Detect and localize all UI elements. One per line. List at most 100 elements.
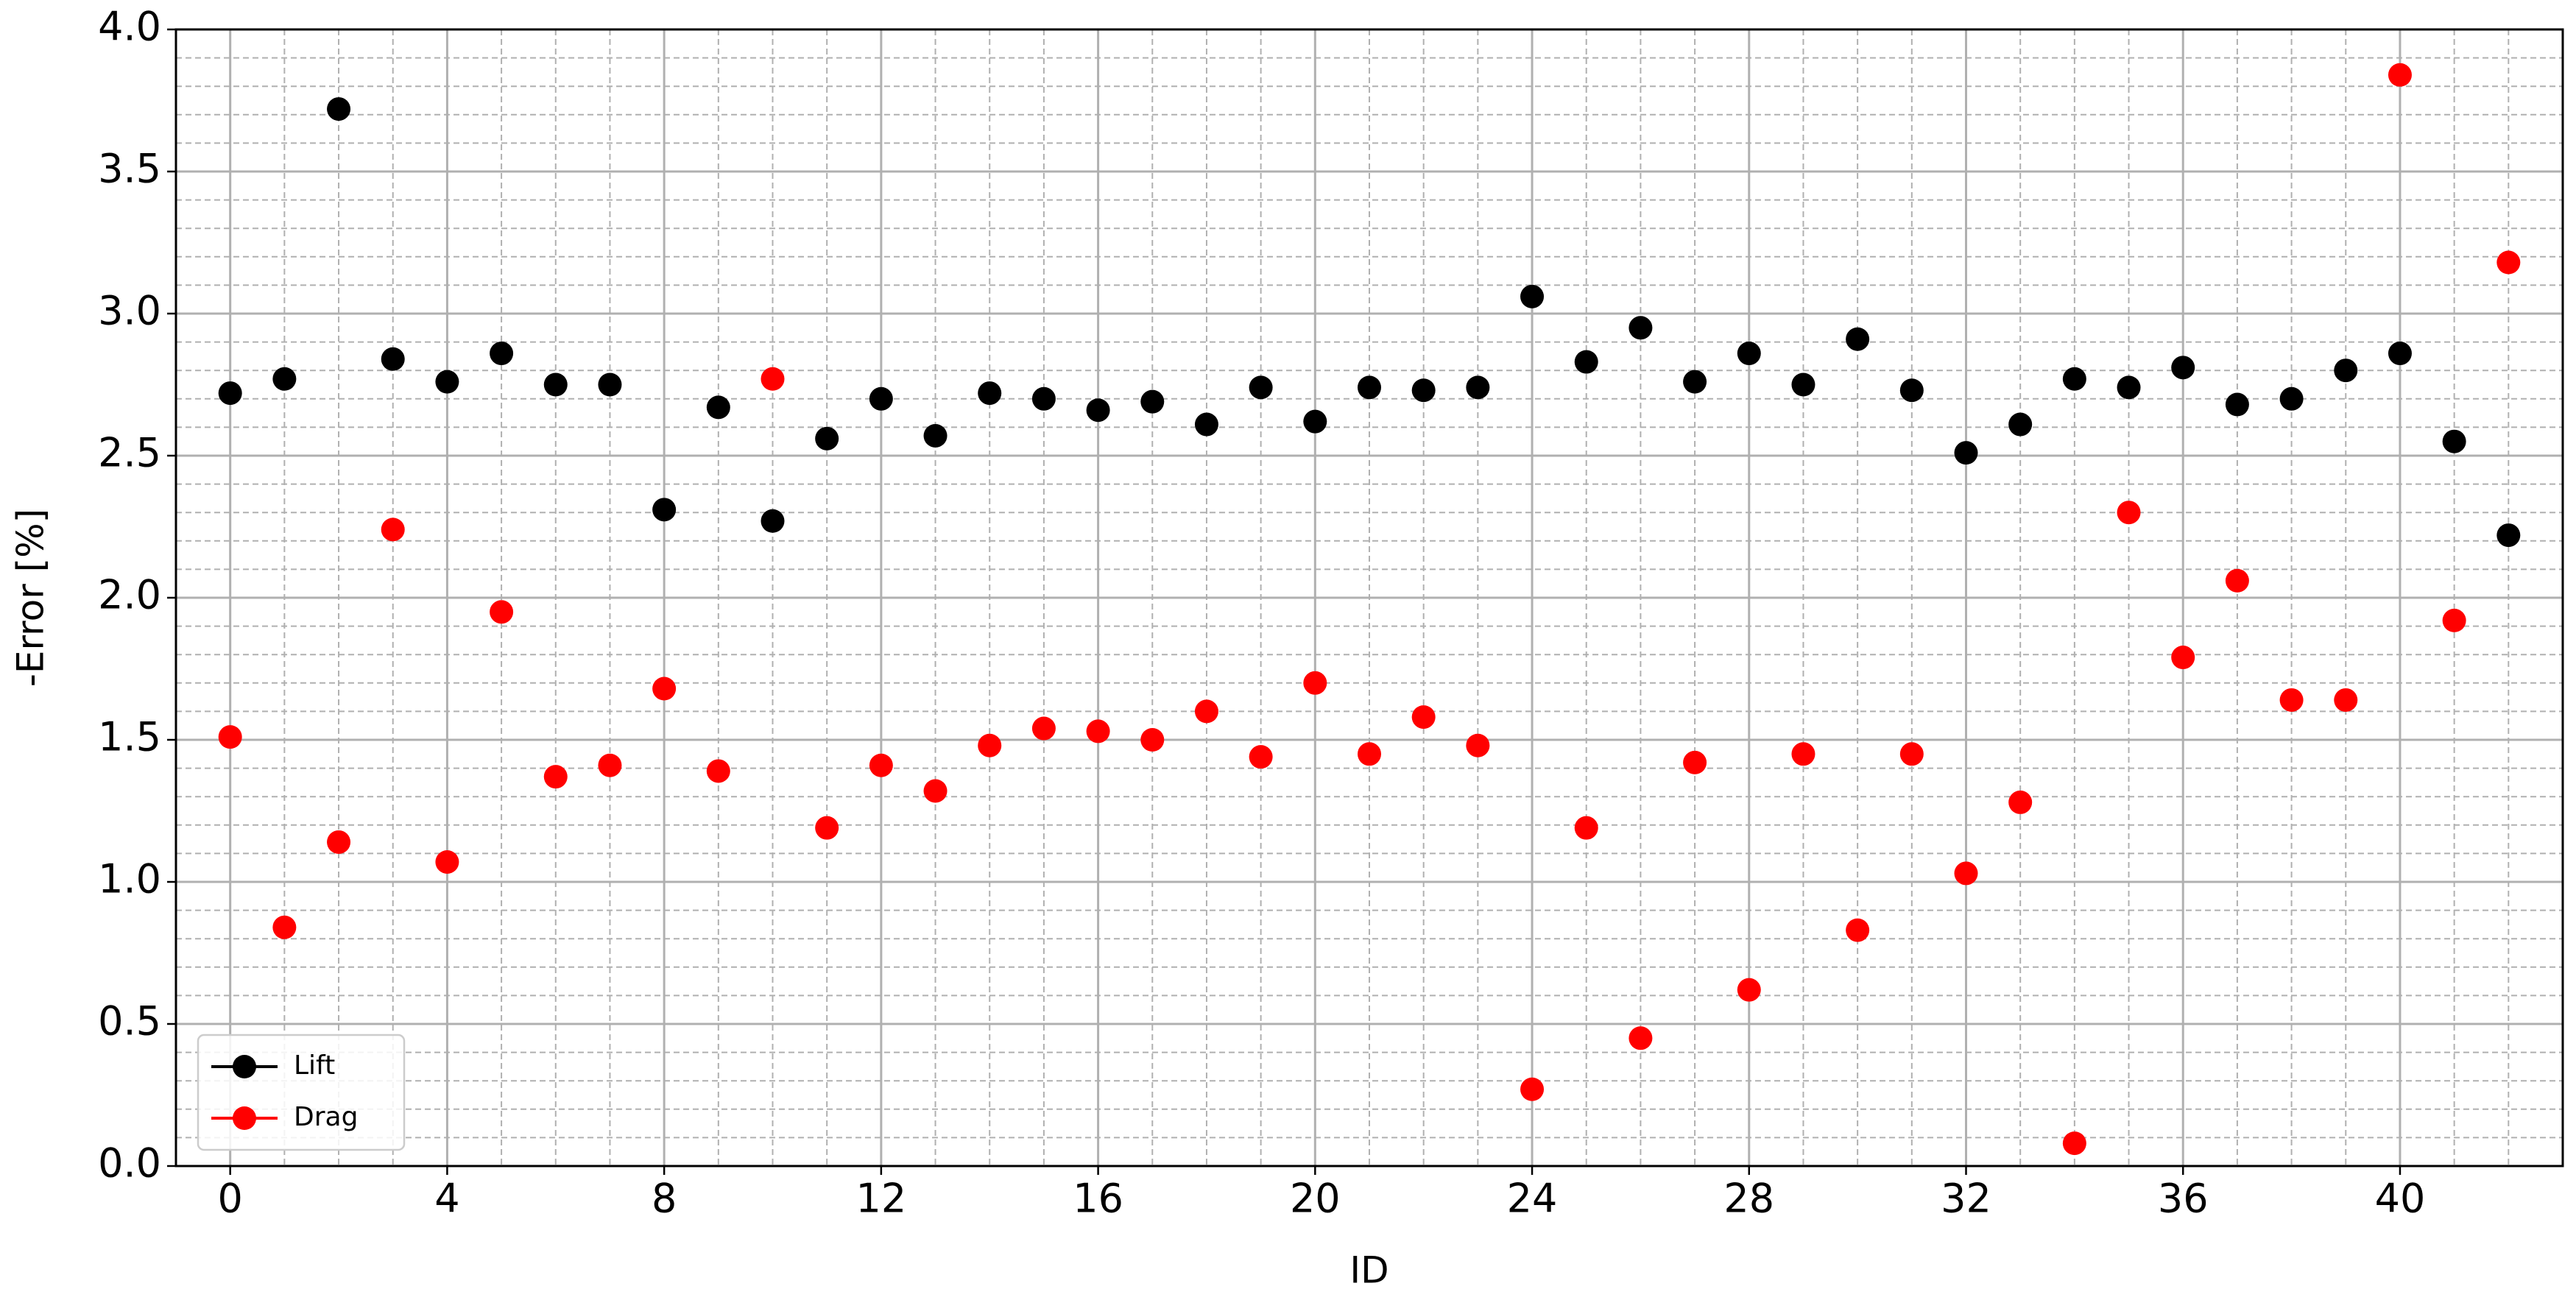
point: [543, 765, 568, 789]
point: [1466, 375, 1490, 400]
point: [2388, 342, 2412, 366]
y-tick-label: 2.0: [98, 572, 161, 618]
legend-label: Drag: [294, 1102, 358, 1132]
point: [2117, 501, 2141, 525]
point: [2496, 250, 2521, 275]
point: [1086, 719, 1110, 743]
point: [1031, 386, 1056, 411]
point: [2279, 386, 2304, 411]
legend: Lift Drag: [197, 1034, 406, 1151]
point: [2225, 568, 2249, 593]
point: [1574, 350, 1598, 374]
point: [598, 753, 622, 777]
point: [2496, 523, 2521, 548]
point: [381, 517, 405, 542]
x-tick-label: 40: [2375, 1176, 2426, 1222]
point: [652, 677, 677, 701]
x-tick-label: 0: [218, 1176, 243, 1222]
x-tick-label: 16: [1073, 1176, 1123, 1222]
point: [923, 779, 948, 803]
point: [1954, 441, 1978, 465]
y-tick-label: 3.0: [98, 288, 161, 334]
point: [978, 381, 1002, 406]
point: [869, 753, 893, 777]
plot-frame: [174, 28, 2564, 1167]
point: [2225, 392, 2249, 417]
point: [1411, 378, 1436, 403]
point: [1466, 733, 1490, 757]
point: [1086, 398, 1110, 423]
point: [923, 423, 948, 448]
point: [2171, 646, 2195, 670]
point: [1358, 742, 1381, 766]
point: [652, 498, 677, 522]
point: [2279, 688, 2304, 712]
x-tick-label: 20: [1290, 1176, 1341, 1222]
point: [2062, 367, 2086, 391]
point: [1574, 816, 1598, 840]
y-tick-label: 2.5: [98, 430, 161, 476]
point: [815, 816, 839, 840]
point: [1249, 375, 1273, 400]
point: [2388, 63, 2412, 87]
y-tick-label: 0.5: [98, 998, 161, 1045]
point: [327, 97, 351, 121]
series: [218, 63, 2521, 1156]
series: [218, 97, 2521, 548]
x-tick-label: 28: [1723, 1176, 1774, 1222]
point: [1194, 412, 1218, 437]
point: [1358, 375, 1381, 400]
point: [1628, 316, 1653, 340]
point: [1846, 918, 1870, 942]
point: [598, 372, 622, 397]
point: [435, 849, 459, 874]
point: [2334, 358, 2358, 383]
point: [1954, 861, 1978, 886]
point: [218, 381, 242, 406]
point: [978, 733, 1002, 757]
legend-marker: [233, 1106, 256, 1130]
point: [1683, 370, 1707, 394]
point: [543, 372, 568, 397]
point: [2171, 356, 2195, 380]
point: [435, 370, 459, 394]
point: [1737, 978, 1761, 1002]
x-tick-label: 4: [434, 1176, 459, 1222]
point: [2334, 688, 2358, 712]
point: [1194, 699, 1218, 724]
point: [1846, 327, 1870, 351]
y-tick-label: 1.0: [98, 856, 161, 902]
point: [1628, 1026, 1653, 1050]
y-axis-label: -Error [%]: [10, 509, 52, 687]
y-tick-label: 1.5: [98, 714, 161, 760]
point: [706, 395, 730, 420]
point: [490, 342, 514, 366]
point: [1411, 705, 1436, 730]
y-tick-label: 3.5: [98, 146, 161, 192]
point: [272, 367, 297, 391]
point: [1303, 671, 1327, 695]
point: [1303, 409, 1327, 434]
point: [1683, 750, 1707, 774]
point: [2008, 412, 2033, 437]
y-tick-label: 0.0: [98, 1140, 161, 1187]
point: [1899, 378, 1924, 403]
y-tick-label: 4.0: [98, 4, 161, 50]
point: [815, 426, 839, 451]
point: [761, 509, 785, 533]
x-tick-label: 24: [1507, 1176, 1558, 1222]
point: [272, 915, 297, 939]
point: [1520, 284, 1545, 308]
point: [761, 367, 785, 391]
point: [869, 386, 893, 411]
point: [218, 725, 242, 749]
legend-marker: [233, 1055, 256, 1078]
x-tick-label: 36: [2158, 1176, 2209, 1222]
x-axis-label: ID: [1349, 1249, 1388, 1292]
point: [1899, 742, 1924, 766]
point: [327, 830, 351, 854]
point: [1249, 745, 1273, 769]
point: [1140, 389, 1165, 414]
